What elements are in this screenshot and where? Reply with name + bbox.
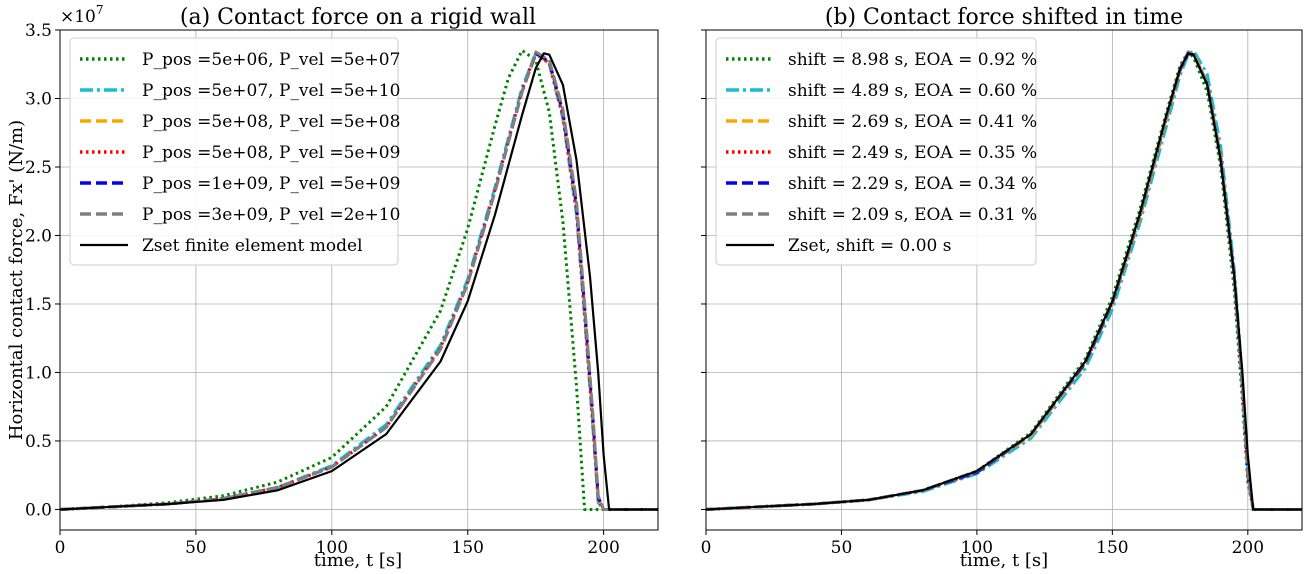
legend-label: shift = 4.89 s, EOA = 0.60 % (788, 81, 1037, 101)
legend-label: P_pos =1e+09, P_vel =5e+09 (142, 174, 400, 194)
y-tick-label: 2.0 (25, 226, 52, 246)
series-line (59, 49, 658, 511)
chart-a-ylabel: Horizontal contact force, Fx' (N/m) (6, 120, 27, 440)
chart-panel-a: (a) Contact force on a rigid wall 0 50 100… (6, 5, 659, 571)
x-tick-label: 50 (185, 538, 207, 558)
legend-label: P_pos =5e+08, P_vel =5e+09 (142, 143, 400, 163)
chart-a-xlabel: time, t [s] (314, 550, 402, 571)
x-tick-label: 150 (1096, 538, 1128, 558)
chart-b-legend: shift = 8.98 s, EOA = 0.92 % shift = 4.89… (715, 37, 1037, 266)
legend-label: shift = 2.69 s, EOA = 0.41 % (788, 112, 1037, 132)
y-tick-label: 0.5 (25, 432, 52, 452)
legend-box (715, 37, 1037, 266)
y-tick-label: 1.5 (25, 295, 52, 315)
legend-label: shift = 2.49 s, EOA = 0.35 % (788, 143, 1037, 163)
x-tick-label: 0 (701, 538, 712, 558)
x-tick-label: 100 (316, 538, 348, 558)
chart-b-x-ticks: 0 50 100 150 200 (701, 530, 1264, 558)
legend-label: Zset finite element model (142, 236, 363, 256)
legend-label: P_pos =3e+09, P_vel =2e+10 (142, 205, 400, 225)
x-tick-label: 50 (831, 538, 853, 558)
y-tick-label: 2.5 (25, 158, 52, 178)
chart-a-series (59, 49, 658, 511)
chart-b-xlabel: time, t [s] (960, 550, 1048, 571)
chart-b-title: (b) Contact force shifted in time (825, 5, 1183, 30)
legend-label: P_pos =5e+06, P_vel =5e+07 (142, 50, 400, 70)
legend-label: Zset, shift = 0.00 s (788, 236, 952, 256)
chart-b-y-ticks (701, 29, 706, 510)
y-tick-label: 0.0 (25, 500, 52, 520)
y-scale-label: ×107 (60, 3, 104, 27)
legend-label: shift = 8.98 s, EOA = 0.92 % (788, 50, 1037, 70)
y-tick-label: 3.5 (25, 21, 52, 41)
legend-box (69, 37, 399, 266)
legend-label: P_pos =5e+08, P_vel =5e+08 (142, 112, 400, 132)
chart-a-frame (59, 29, 659, 531)
x-tick-label: 100 (961, 538, 993, 558)
series-line (59, 50, 658, 511)
chart-a-legend: P_pos =5e+06, P_vel =5e+07 P_pos =5e+07, … (69, 37, 400, 266)
y-tick-label: 1.0 (25, 363, 52, 383)
x-tick-label: 0 (55, 538, 66, 558)
legend-label: P_pos =5e+07, P_vel =5e+10 (142, 81, 400, 101)
chart-panel-b: (b) Contact force shifted in time 0 50 100… (701, 5, 1303, 571)
legend-label: shift = 2.29 s, EOA = 0.34 % (788, 174, 1037, 194)
x-tick-label: 200 (587, 538, 619, 558)
chart-b-series (705, 49, 1302, 511)
series-line (705, 52, 1302, 511)
chart-b-frame (705, 29, 1303, 531)
chart-a-title: (a) Contact force on a rigid wall (180, 5, 536, 30)
series-line (59, 52, 658, 511)
legend-label: shift = 2.09 s, EOA = 0.31 % (788, 205, 1037, 225)
chart-a-y-ticks: 0.0 0.5 1.0 1.5 2.0 2.5 3.0 3.5 (25, 21, 60, 520)
x-tick-label: 150 (452, 538, 484, 558)
chart-a-x-ticks: 0 50 100 150 200 (55, 530, 620, 558)
y-tick-label: 3.0 (25, 89, 52, 109)
x-tick-label: 200 (1232, 538, 1264, 558)
